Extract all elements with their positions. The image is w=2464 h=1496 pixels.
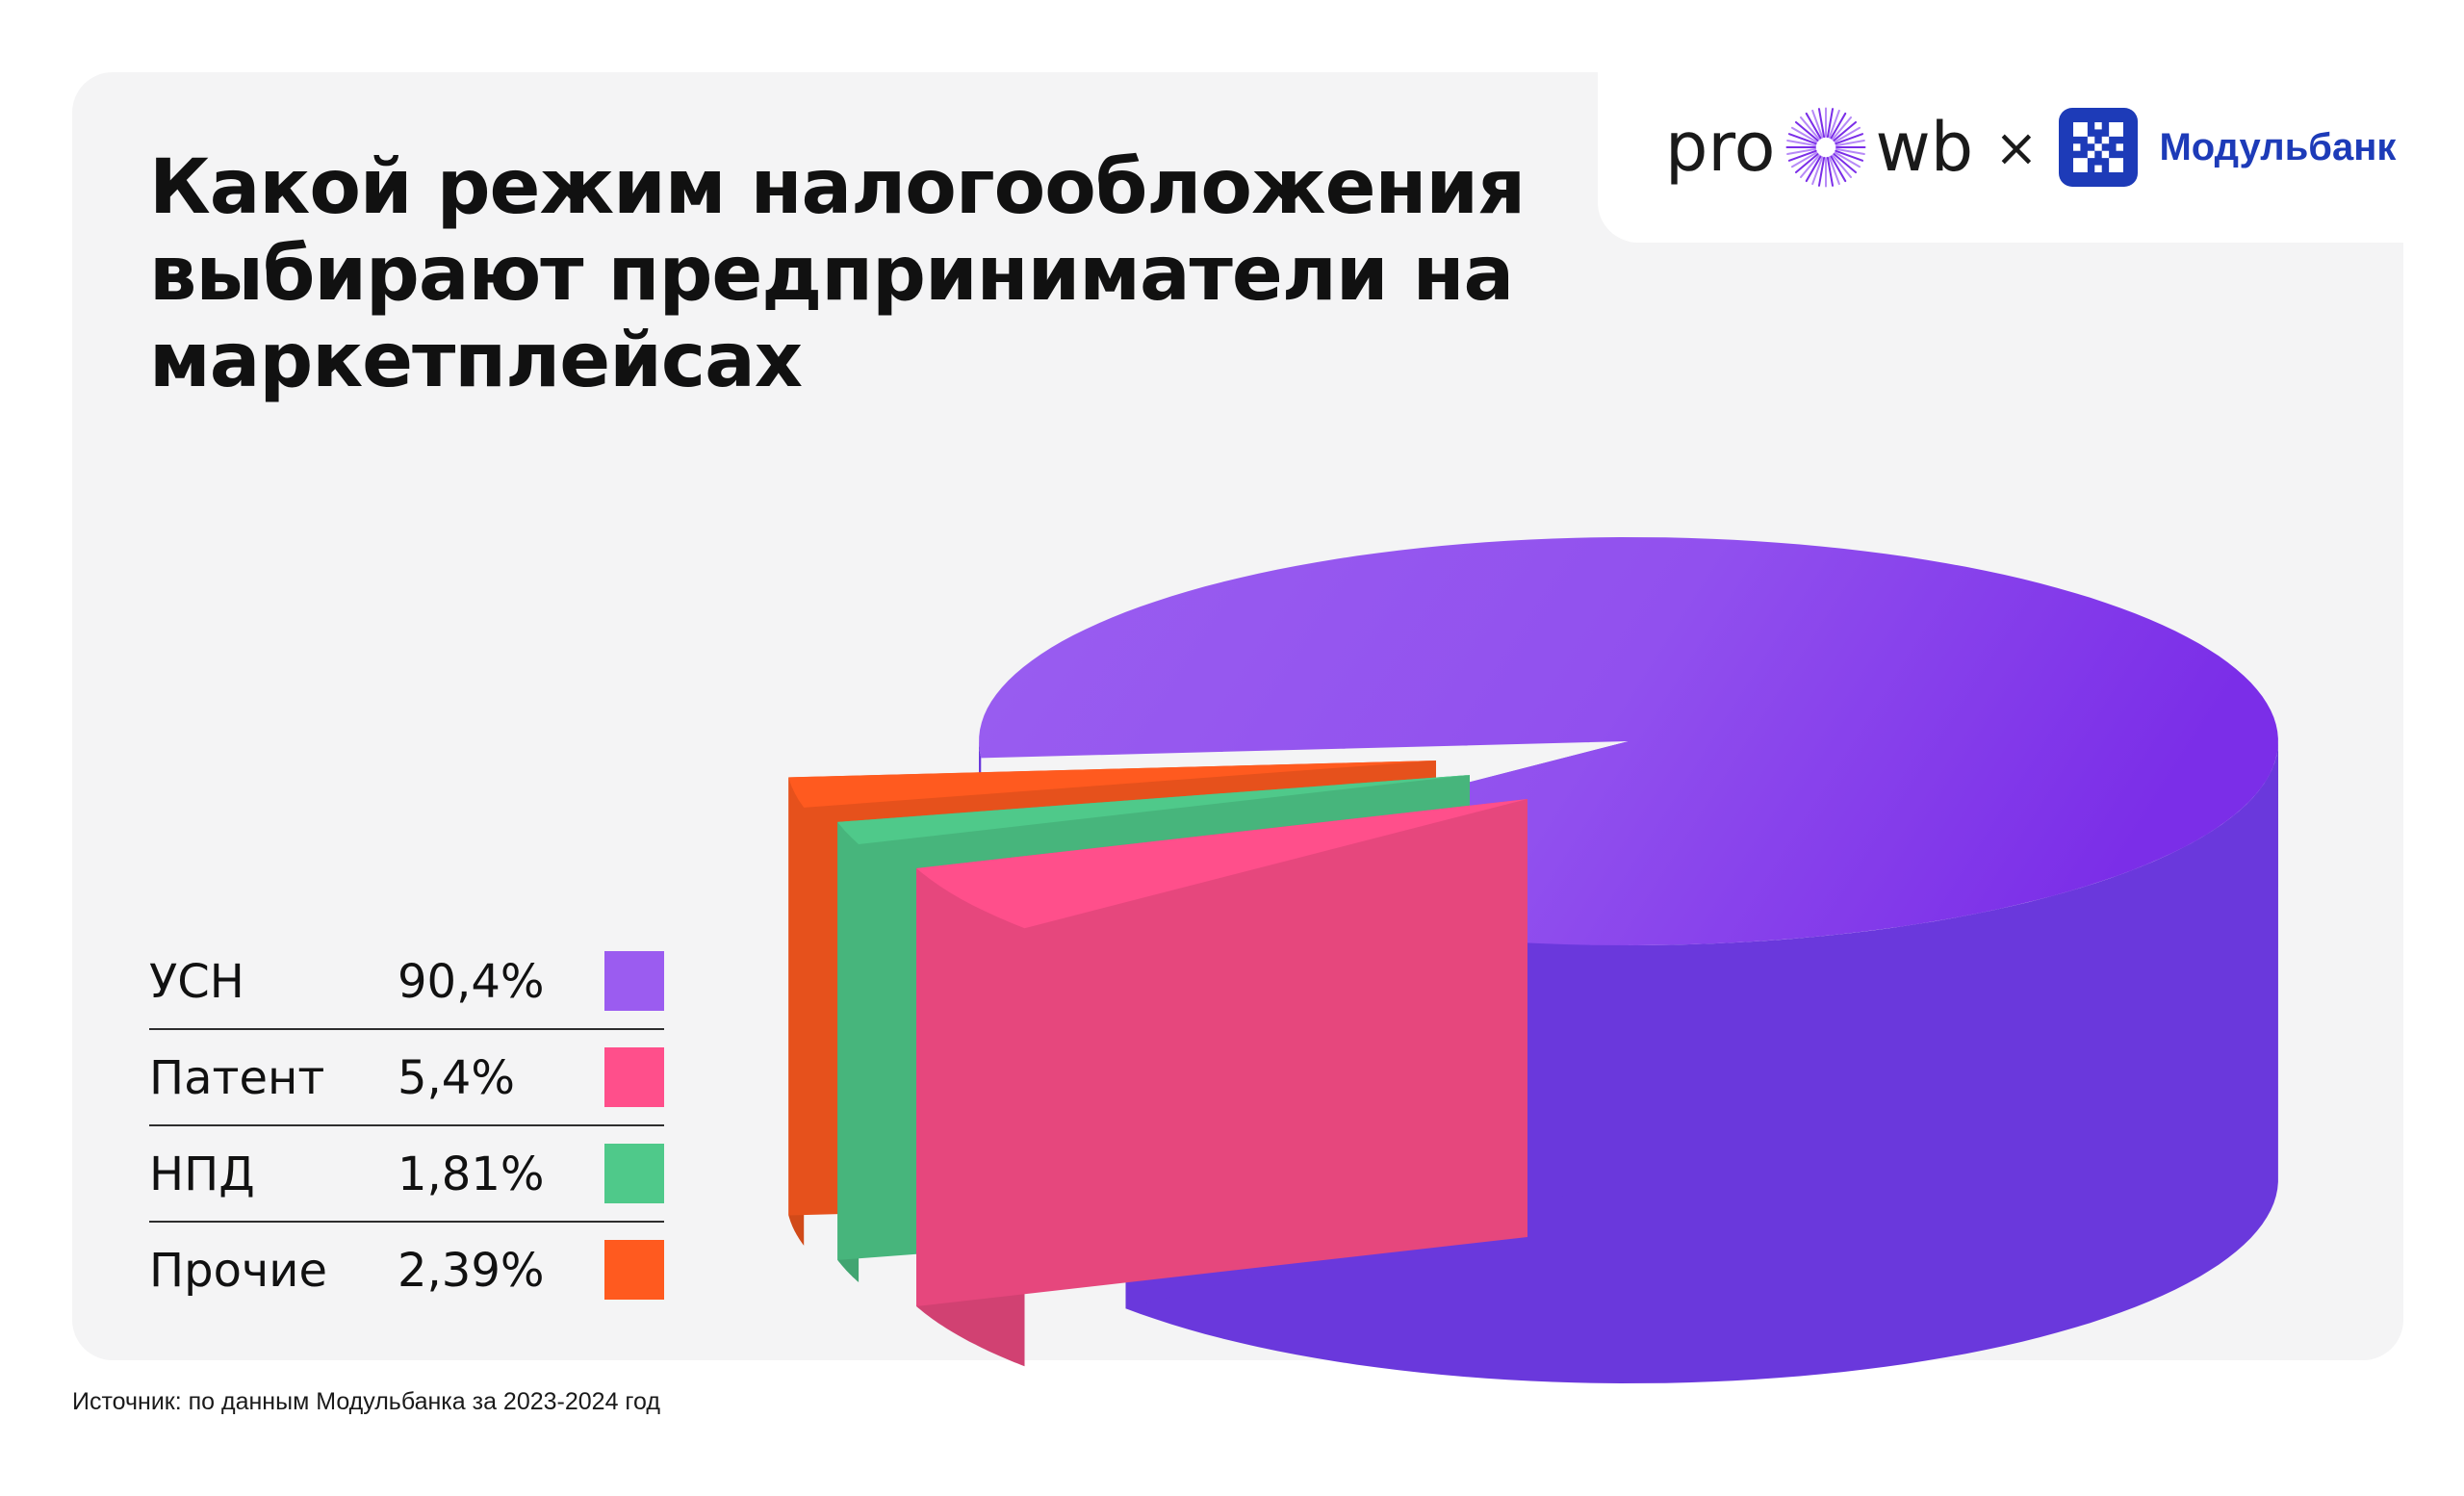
sunburst-ray	[1794, 153, 1819, 174]
pie-slice-npd	[837, 775, 1470, 844]
sunburst-ray	[1832, 120, 1857, 142]
legend-label: Прочие	[149, 1244, 328, 1298]
sunburst-ray	[1835, 147, 1865, 156]
sunburst-ray	[1787, 133, 1817, 145]
source-note: Источник: по данным Модульбанка за 2023-…	[72, 1388, 660, 1415]
prowb-logo-wb: wb	[1875, 108, 1974, 187]
pie-slice-patent	[916, 799, 1527, 929]
page-title: Какой режим налогообложения выбирают пре…	[149, 144, 1526, 404]
legend-value: 5,4%	[398, 1051, 515, 1105]
legend-swatch-patent	[604, 1047, 664, 1107]
sunburst-ray	[1810, 156, 1823, 186]
collab-separator: ×	[1994, 116, 2039, 178]
legend-value: 90,4%	[398, 955, 545, 1009]
legend-swatch-usn	[604, 951, 664, 1011]
sunburst-ray	[1826, 156, 1834, 187]
legend-label: УСН	[149, 955, 244, 1009]
sunburst-ray	[1817, 156, 1825, 187]
sunburst-ray	[1830, 155, 1846, 183]
pie-slice-other	[788, 761, 1436, 808]
sunburst-ray	[1828, 156, 1840, 186]
legend-item: Патент 5,4%	[149, 1030, 664, 1126]
sunburst-ray	[1834, 126, 1861, 143]
prowb-logo-pro: pro	[1665, 108, 1776, 187]
sunburst-ray	[1831, 154, 1852, 179]
sunburst-ray	[1828, 109, 1840, 139]
legend-item: Прочие 2,39%	[149, 1223, 664, 1317]
sunburst-ray	[1785, 139, 1816, 147]
modulbank-icon	[2059, 108, 2139, 187]
modulbank-logo-name: Модульбанк	[2159, 125, 2397, 168]
logo-group: pro wb ×	[1665, 104, 2396, 191]
sunburst-ray	[1834, 133, 1863, 145]
sunburst-ray	[1831, 116, 1852, 141]
sunburst-ray	[1799, 154, 1820, 179]
chart-legend: УСН 90,4% Патент 5,4% НПД 1,81% Прочие 2…	[149, 934, 664, 1317]
sunburst-ray	[1785, 147, 1816, 156]
sunburst-ray	[1834, 149, 1863, 162]
sunburst-icon	[1785, 107, 1866, 188]
sunburst-ray	[1826, 108, 1834, 139]
sunburst-ray	[1835, 139, 1865, 147]
sunburst-ray	[1794, 120, 1819, 142]
sunburst-ray	[1790, 151, 1817, 168]
legend-swatch-npd	[604, 1144, 664, 1203]
sunburst-ray	[1810, 109, 1823, 139]
legend-label: Патент	[149, 1051, 325, 1105]
legend-swatch-other	[604, 1240, 664, 1300]
sunburst-ray	[1790, 126, 1817, 143]
legend-label: НПД	[149, 1148, 255, 1201]
sunburst-ray	[1832, 153, 1857, 174]
legend-value: 2,39%	[398, 1244, 545, 1298]
sunburst-ray	[1805, 112, 1822, 140]
legend-value: 1,81%	[398, 1148, 545, 1201]
sunburst-ray	[1817, 108, 1825, 139]
legend-item: НПД 1,81%	[149, 1126, 664, 1223]
sunburst-ray	[1805, 155, 1822, 183]
legend-item: УСН 90,4%	[149, 934, 664, 1030]
sunburst-ray	[1830, 112, 1846, 140]
pie-slice-patent-cut-face	[916, 799, 1527, 1306]
sunburst-ray	[1799, 116, 1820, 141]
logo-tab	[1598, 39, 2426, 243]
sunburst-ray	[1834, 151, 1861, 168]
sunburst-ray	[1787, 149, 1817, 162]
